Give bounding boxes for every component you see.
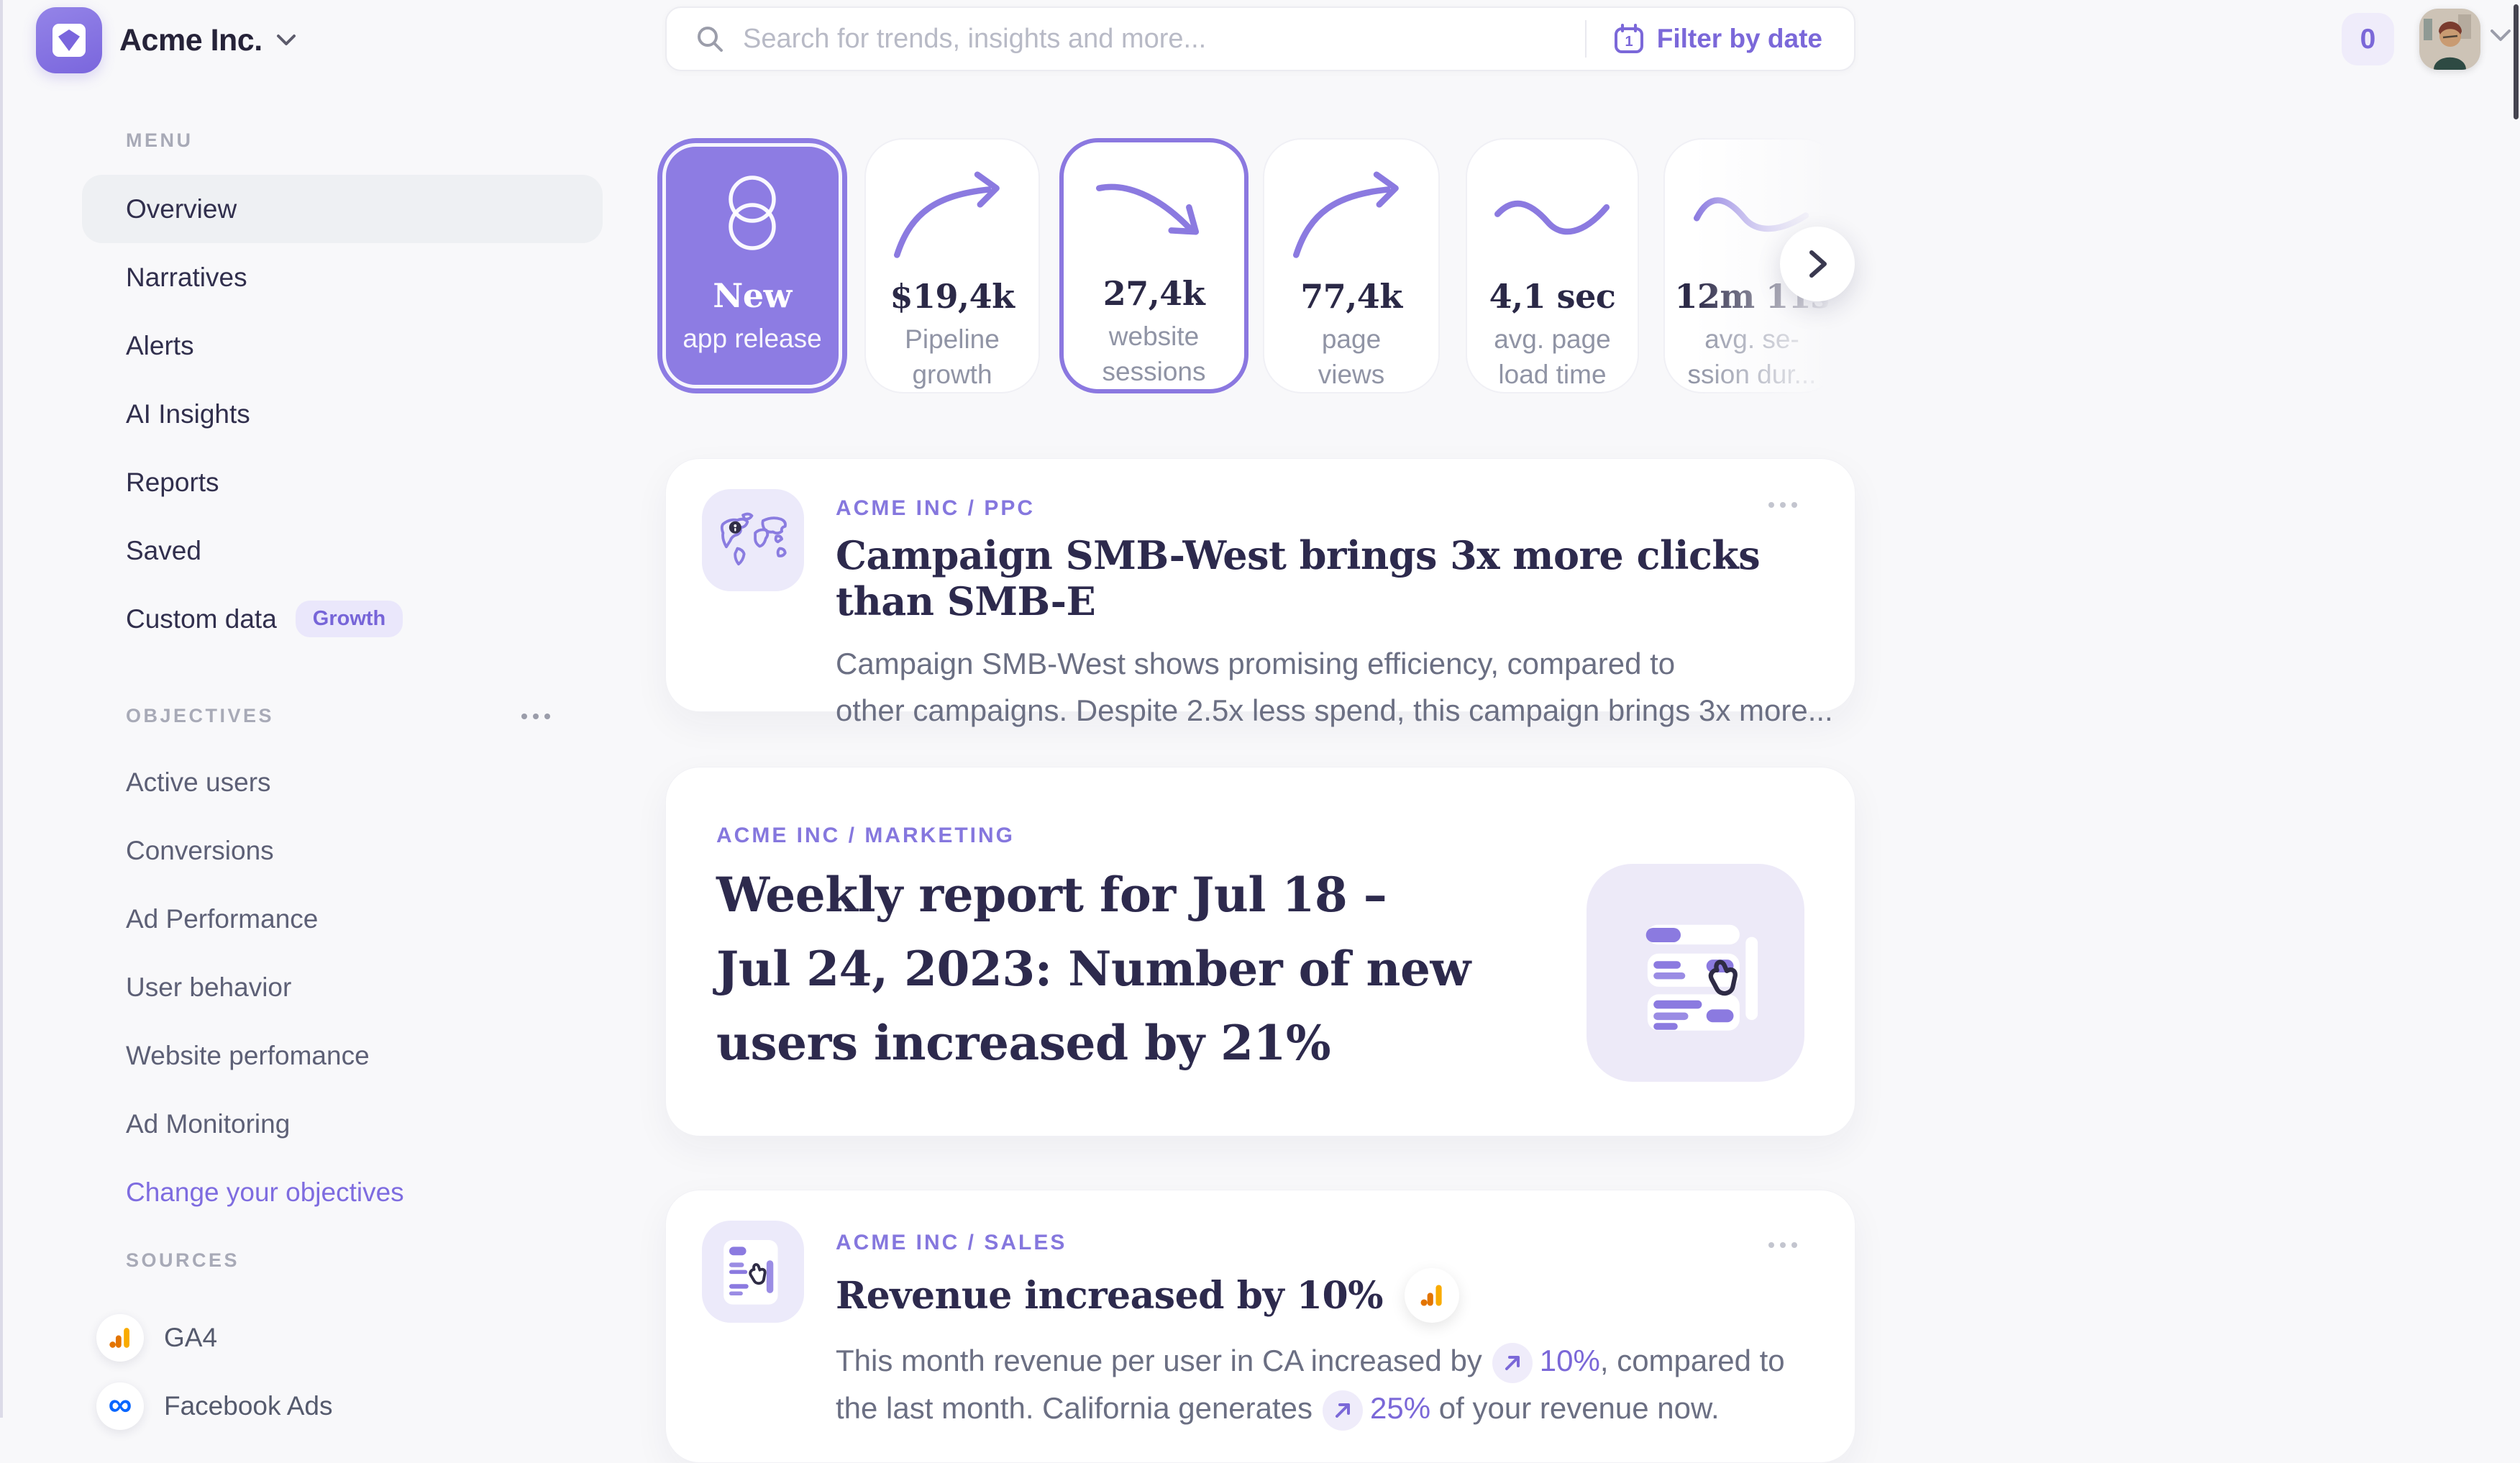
calendar-icon: 1	[1614, 24, 1643, 53]
sidebar-item-alerts[interactable]: Alerts	[126, 330, 194, 360]
workspace-switcher[interactable]: Acme Inc.	[36, 7, 297, 73]
trend-down-arrow-icon	[1090, 158, 1219, 274]
sidebar-item-custom-data[interactable]: Custom data Growth	[82, 585, 603, 653]
objectives-section-label: OBJECTIVES	[126, 705, 275, 726]
insight-title: Weekly report for Jul 18 – Jul 24, 2023:…	[716, 867, 1471, 1071]
source-ga4[interactable]: GA4	[82, 1303, 603, 1372]
source-facebook-ads[interactable]: ∞ Facebook Ads	[82, 1372, 603, 1440]
world-map-icon	[702, 489, 804, 591]
venn-circles-icon	[706, 154, 799, 276]
sidebar-item-narratives[interactable]: Narratives	[126, 262, 247, 292]
kpi-card-website-sessions[interactable]: 27,4k website sessions	[1059, 138, 1248, 393]
search-icon	[698, 27, 723, 52]
search-input[interactable]	[743, 23, 1571, 55]
acme-logo-icon	[36, 7, 102, 73]
ga4-icon	[96, 1313, 144, 1362]
meta-icon: ∞	[96, 1382, 144, 1430]
diamond-icon	[58, 29, 80, 51]
objectives-more-button[interactable]	[521, 714, 550, 719]
insight-card-marketing[interactable]: ACME INC / MARKETING Weekly report for J…	[665, 767, 1855, 1136]
insight-card-ppc[interactable]: ACME INC / PPC Campaign SMB-West brings …	[665, 458, 1855, 727]
search-bar: 1 Filter by date	[665, 6, 1855, 71]
growth-badge: Growth	[295, 601, 403, 637]
company-name: Acme Inc.	[119, 22, 262, 58]
scrollbar-thumb[interactable]	[2514, 4, 2519, 119]
sources-section-label: SOURCES	[126, 1249, 240, 1271]
trend-up-arrow-icon	[1287, 155, 1416, 277]
insight-card-sales[interactable]: ACME INC / SALES Revenue increased by 10…	[665, 1190, 1855, 1463]
objective-user-behavior[interactable]: User behavior	[126, 972, 292, 1002]
insight-body: This month revenue per user in CA increa…	[836, 1337, 1785, 1432]
breadcrumb: ACME INC / SALES	[836, 1231, 1067, 1254]
sidebar-menu: Overview Narratives Alerts AI Insights R…	[82, 175, 603, 653]
objectives-list: Active users Conversions Ad Performance …	[82, 748, 603, 1226]
svg-text:1: 1	[1625, 34, 1633, 50]
wave-line-icon	[1488, 155, 1617, 277]
kpi-card-new-app-release[interactable]: New app release	[657, 138, 847, 393]
objective-ad-performance[interactable]: Ad Performance	[126, 903, 319, 934]
insight-title: Campaign SMB-West brings 3x more clicks …	[836, 532, 1761, 624]
trend-up-arrow-icon	[887, 155, 1017, 277]
sidebar-item-saved[interactable]: Saved	[126, 535, 201, 565]
document-click-icon	[702, 1221, 804, 1323]
breadcrumb: ACME INC / PPC	[836, 496, 1036, 520]
kpi-card-pipeline-growth[interactable]: $19,4k Pipeline growth	[864, 138, 1040, 393]
notification-counter[interactable]: 0	[2342, 13, 2394, 65]
card-more-button[interactable]	[1768, 1242, 1797, 1248]
up-right-arrow-icon	[1492, 1342, 1533, 1383]
user-avatar[interactable]	[2419, 9, 2480, 70]
kpi-carousel: New app release $19,4k Pipeline growth 27…	[657, 127, 1887, 408]
ga4-source-icon	[1405, 1268, 1460, 1323]
objective-ad-monitoring[interactable]: Ad Monitoring	[126, 1108, 291, 1139]
filter-by-date-button[interactable]: 1 Filter by date	[1612, 22, 1822, 55]
window-edge	[0, 0, 3, 1418]
sidebar-item-overview[interactable]: Overview	[82, 175, 603, 243]
kpi-card-page-views[interactable]: 77,4k page views	[1263, 138, 1440, 393]
carousel-next-button[interactable]	[1780, 227, 1855, 301]
change-objectives-link[interactable]: Change your objectives	[126, 1177, 404, 1207]
card-more-button[interactable]	[1768, 502, 1797, 508]
kpi-card-page-load-time[interactable]: 4,1 sec avg. page load time	[1466, 138, 1639, 393]
chevron-down-icon	[276, 35, 296, 45]
chevron-right-icon	[1809, 250, 1827, 278]
insight-title: Revenue increased by 10%	[836, 1273, 1384, 1318]
objective-active-users[interactable]: Active users	[126, 767, 271, 797]
breadcrumb: ACME INC / MARKETING	[716, 824, 1015, 847]
avatar-photo	[2419, 9, 2480, 70]
up-right-arrow-icon	[1323, 1390, 1364, 1431]
objective-website-performance[interactable]: Website perfomance	[126, 1040, 370, 1070]
menu-section-label: MENU	[126, 129, 193, 151]
sidebar-item-reports[interactable]: Reports	[126, 467, 219, 497]
sources-list: GA4 ∞ Facebook Ads	[82, 1303, 603, 1440]
insight-body: Campaign SMB-West shows promising effici…	[836, 647, 1833, 727]
objective-conversions[interactable]: Conversions	[126, 835, 274, 865]
sidebar-item-ai-insights[interactable]: AI Insights	[126, 398, 250, 429]
account-chevron-down-icon[interactable]	[2488, 27, 2513, 45]
divider	[1584, 20, 1587, 58]
report-illustration-icon	[1587, 864, 1804, 1082]
